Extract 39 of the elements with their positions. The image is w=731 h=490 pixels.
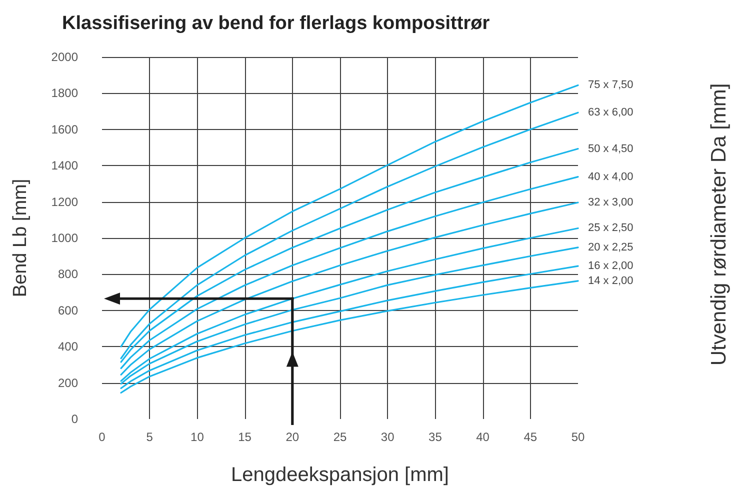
- series-label: 16 x 2,00: [588, 260, 634, 272]
- y-tick-label: 200: [58, 376, 78, 390]
- x-tick-label: 30: [380, 430, 395, 444]
- y-tick-label: 1200: [51, 194, 78, 209]
- x-tick-label: 40: [476, 430, 490, 444]
- y-tick-label: 800: [58, 267, 78, 282]
- series-label: 50 x 4,50: [588, 142, 634, 155]
- series-label: 75 x 7,50: [588, 79, 634, 92]
- y-tick-label: 2000: [51, 50, 78, 64]
- x-tick-label: 50: [571, 430, 585, 444]
- y-tick-label: 1800: [51, 86, 78, 100]
- y-tick-label: 1600: [51, 122, 78, 136]
- x-tick-label: 10: [190, 430, 204, 444]
- y-axis-title: Bend Lb [mm]: [10, 178, 31, 298]
- x-tick-label: 35: [428, 430, 442, 444]
- series-label: 20 x 2,25: [588, 241, 634, 254]
- text: Utvendig rørdiameter Da [mm]: [708, 83, 730, 366]
- y-tick-label: 600: [58, 303, 78, 318]
- x-tick-label: 0: [98, 430, 106, 444]
- x-tick-label: 5: [146, 430, 154, 444]
- series-label: 32 x 3,00: [588, 196, 634, 209]
- chart-title: Klassifisering av bend for flerlags komposittrør: [62, 13, 490, 34]
- line-series: [120, 280, 579, 394]
- series-label: 40 x 4,00: [588, 170, 634, 183]
- y-tick-label: 400: [58, 340, 78, 354]
- x-tick-label: 20: [286, 430, 300, 444]
- series-label: 63 x 6,00: [588, 106, 634, 119]
- line-series: [120, 176, 579, 370]
- x-tick-label: 25: [333, 430, 347, 444]
- y-tick-label: 1400: [51, 158, 78, 173]
- x-tick-label: 15: [238, 430, 252, 444]
- line-series: [120, 265, 579, 390]
- y-tick-label: 0: [71, 412, 78, 426]
- line-series: [120, 202, 579, 376]
- y-tick-label: 1000: [51, 231, 78, 245]
- series-label: 25 x 2,50: [588, 222, 634, 234]
- series-label: 14 x 2,00: [588, 274, 634, 287]
- x-tick-label: 45: [524, 430, 538, 444]
- x-axis-title: Lengdeekspansjon [mm]: [231, 464, 449, 486]
